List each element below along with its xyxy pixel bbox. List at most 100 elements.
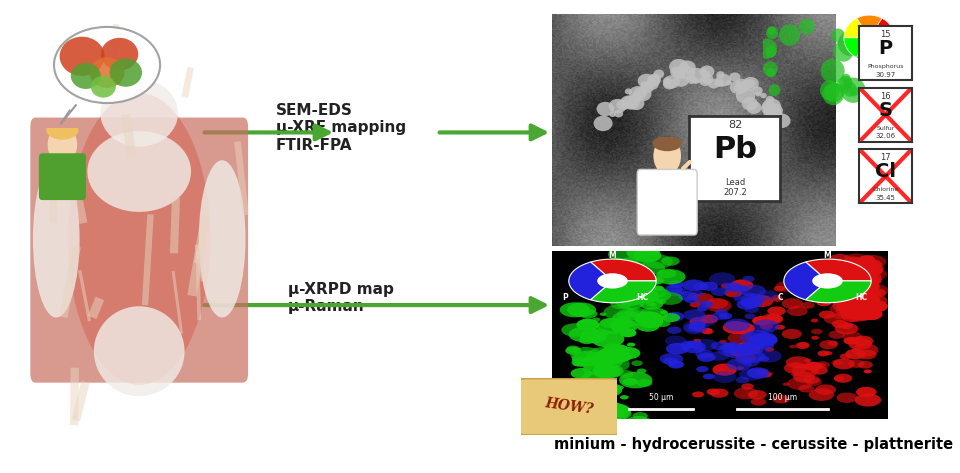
Circle shape — [709, 272, 735, 286]
Circle shape — [847, 297, 874, 310]
Circle shape — [828, 272, 852, 284]
Circle shape — [754, 333, 765, 340]
Circle shape — [865, 300, 888, 312]
Circle shape — [611, 319, 637, 333]
Circle shape — [810, 366, 817, 370]
Circle shape — [815, 361, 830, 369]
Circle shape — [733, 342, 760, 355]
Circle shape — [604, 343, 621, 351]
Circle shape — [840, 322, 853, 329]
Circle shape — [592, 382, 622, 397]
Wedge shape — [805, 281, 871, 303]
Wedge shape — [783, 262, 828, 300]
Circle shape — [844, 256, 862, 265]
Circle shape — [787, 377, 812, 390]
Circle shape — [591, 331, 624, 347]
Circle shape — [846, 278, 852, 282]
Circle shape — [848, 268, 868, 278]
Circle shape — [766, 26, 779, 39]
Circle shape — [852, 294, 872, 304]
Circle shape — [741, 350, 766, 363]
Ellipse shape — [33, 160, 80, 317]
Circle shape — [640, 285, 667, 298]
Circle shape — [613, 357, 623, 362]
Text: M: M — [824, 251, 831, 260]
Text: minium - hydrocerussite - cerussite - plattnerite: minium - hydrocerussite - cerussite - pl… — [554, 437, 953, 452]
Circle shape — [773, 297, 782, 302]
Circle shape — [766, 104, 783, 117]
Circle shape — [853, 273, 876, 284]
Circle shape — [792, 364, 819, 377]
Text: μ-XRPD map
μ-Raman: μ-XRPD map μ-Raman — [288, 282, 394, 314]
Circle shape — [745, 306, 759, 313]
Circle shape — [765, 314, 782, 323]
Circle shape — [839, 311, 846, 315]
Circle shape — [611, 298, 632, 309]
Circle shape — [621, 257, 638, 266]
Wedge shape — [856, 38, 882, 61]
Circle shape — [862, 257, 875, 263]
Circle shape — [799, 18, 814, 35]
Circle shape — [854, 280, 864, 285]
Circle shape — [842, 301, 856, 307]
Circle shape — [613, 274, 632, 283]
Circle shape — [839, 268, 856, 277]
Text: SEM-EDS
μ-XRF mapping
FTIR-FPA: SEM-EDS μ-XRF mapping FTIR-FPA — [276, 103, 406, 153]
Circle shape — [849, 308, 874, 321]
Circle shape — [627, 342, 636, 347]
Wedge shape — [805, 259, 871, 281]
Circle shape — [706, 299, 732, 312]
Circle shape — [568, 327, 599, 342]
Circle shape — [620, 395, 629, 400]
Circle shape — [673, 69, 685, 79]
Wedge shape — [870, 38, 895, 58]
Ellipse shape — [94, 307, 184, 396]
Text: 30.97: 30.97 — [876, 72, 896, 78]
Circle shape — [604, 305, 635, 320]
Circle shape — [654, 319, 670, 327]
Circle shape — [852, 343, 878, 357]
Circle shape — [71, 63, 101, 89]
Circle shape — [678, 291, 697, 301]
Circle shape — [820, 80, 839, 100]
FancyBboxPatch shape — [516, 378, 622, 435]
Text: 35.45: 35.45 — [876, 195, 896, 201]
Circle shape — [573, 362, 582, 366]
Circle shape — [864, 369, 872, 374]
Circle shape — [861, 263, 884, 274]
Circle shape — [833, 293, 856, 304]
Circle shape — [610, 112, 615, 117]
Circle shape — [617, 315, 631, 323]
Circle shape — [740, 342, 758, 350]
Circle shape — [827, 264, 852, 277]
Circle shape — [674, 289, 687, 295]
Circle shape — [717, 368, 724, 371]
Circle shape — [805, 378, 822, 386]
Circle shape — [576, 319, 599, 331]
Circle shape — [693, 326, 705, 332]
Circle shape — [628, 97, 644, 110]
Circle shape — [852, 295, 863, 300]
Circle shape — [662, 313, 680, 322]
Circle shape — [836, 300, 860, 312]
Text: 17: 17 — [880, 153, 891, 162]
Text: Phosphorus: Phosphorus — [867, 64, 904, 70]
Circle shape — [594, 368, 615, 378]
Circle shape — [596, 102, 614, 116]
Circle shape — [566, 345, 580, 352]
Circle shape — [734, 346, 752, 355]
Circle shape — [756, 91, 761, 96]
Circle shape — [830, 282, 848, 290]
Circle shape — [693, 291, 704, 296]
Circle shape — [839, 282, 857, 292]
Circle shape — [618, 370, 634, 378]
Circle shape — [833, 359, 854, 369]
Circle shape — [668, 289, 682, 297]
Circle shape — [840, 280, 850, 285]
Circle shape — [867, 313, 875, 317]
Circle shape — [640, 81, 648, 88]
Circle shape — [796, 342, 809, 349]
Circle shape — [630, 420, 643, 427]
Circle shape — [834, 374, 852, 383]
Circle shape — [744, 327, 753, 332]
